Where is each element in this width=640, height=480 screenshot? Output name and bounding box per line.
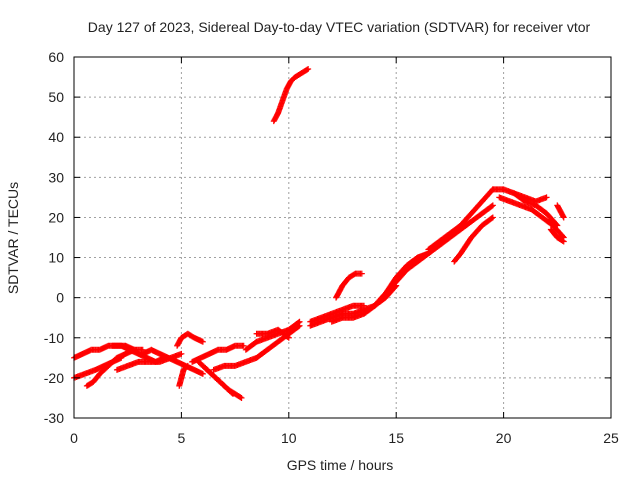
series-track-21 <box>371 242 443 309</box>
data-point-marker <box>489 202 496 209</box>
data-point-marker <box>238 394 245 401</box>
series-track-14 <box>253 326 292 341</box>
y-tick-label: -30 <box>44 410 64 426</box>
data-point-marker <box>284 334 291 341</box>
data-point-marker <box>304 66 311 73</box>
y-tick-label: 60 <box>48 49 64 65</box>
data-point-marker <box>559 237 566 244</box>
series-track-7 <box>174 330 206 349</box>
data-point-marker <box>560 214 567 221</box>
data-point-marker <box>240 342 247 349</box>
data-point-marker <box>296 318 303 325</box>
data-point-marker <box>237 394 244 401</box>
data-point-marker <box>560 238 567 245</box>
data-point-marker <box>183 363 190 370</box>
series-track-9 <box>189 342 247 365</box>
series-track-12 <box>210 322 303 373</box>
data-point-marker <box>488 215 495 222</box>
x-tick-label: 5 <box>178 430 186 446</box>
y-tick-label: 30 <box>48 169 64 185</box>
series-track-15 <box>270 66 312 125</box>
y-axis-label: SDTVAR / TECUs <box>5 182 21 294</box>
chart-title: Day 127 of 2023, Sidereal Day-to-day VTE… <box>88 19 591 35</box>
y-tick-label: 40 <box>48 129 64 145</box>
series-track-28 <box>511 190 550 205</box>
y-tick-label: -20 <box>44 370 64 386</box>
y-tick-label: 50 <box>48 89 64 105</box>
series-track-8 <box>176 362 191 389</box>
x-tick-label: 15 <box>388 430 404 446</box>
data-point-marker <box>358 270 365 277</box>
data-point-marker <box>360 302 367 309</box>
data-point-marker <box>199 338 206 345</box>
y-tick-label: -10 <box>44 330 64 346</box>
x-axis-label: GPS time / hours <box>287 457 394 473</box>
x-tick-label: 10 <box>281 430 297 446</box>
y-tick-label: 0 <box>56 290 64 306</box>
y-tick-label: 10 <box>48 250 64 266</box>
x-tick-label: 0 <box>70 430 78 446</box>
series-track-17 <box>333 270 365 301</box>
data-point-marker <box>178 350 185 357</box>
data-point-marker <box>285 334 292 341</box>
series-track-18 <box>307 302 367 325</box>
data-point-marker <box>488 203 495 210</box>
series-track-29 <box>547 226 567 245</box>
x-tick-label: 25 <box>603 430 619 446</box>
series-track-11 <box>195 358 236 397</box>
x-tick-label: 20 <box>496 430 512 446</box>
series-track-25 <box>451 214 496 265</box>
series-track-24 <box>436 202 496 249</box>
axis-ticks: 0 5 10 15 20 25 -30 -20 -10 0 10 20 30 40 50 60 <box>44 49 619 446</box>
series-track-23 <box>425 186 496 253</box>
y-tick-label: 20 <box>48 209 64 225</box>
data-point-marker <box>229 390 236 397</box>
data-point-marker <box>184 362 191 369</box>
data-point-marker <box>489 214 496 221</box>
data-point-marker <box>229 390 236 397</box>
data-point-marker <box>295 319 302 326</box>
series-track-30 <box>554 202 567 221</box>
data-point-marker <box>305 66 312 73</box>
grid <box>74 57 611 418</box>
plot-frame <box>73 56 612 419</box>
data-point-marker <box>199 370 206 377</box>
data-point-marker <box>543 194 550 201</box>
series-track-27 <box>496 194 567 241</box>
data-points <box>71 66 567 401</box>
series-track-3 <box>83 346 146 389</box>
series-track-22 <box>382 250 432 301</box>
